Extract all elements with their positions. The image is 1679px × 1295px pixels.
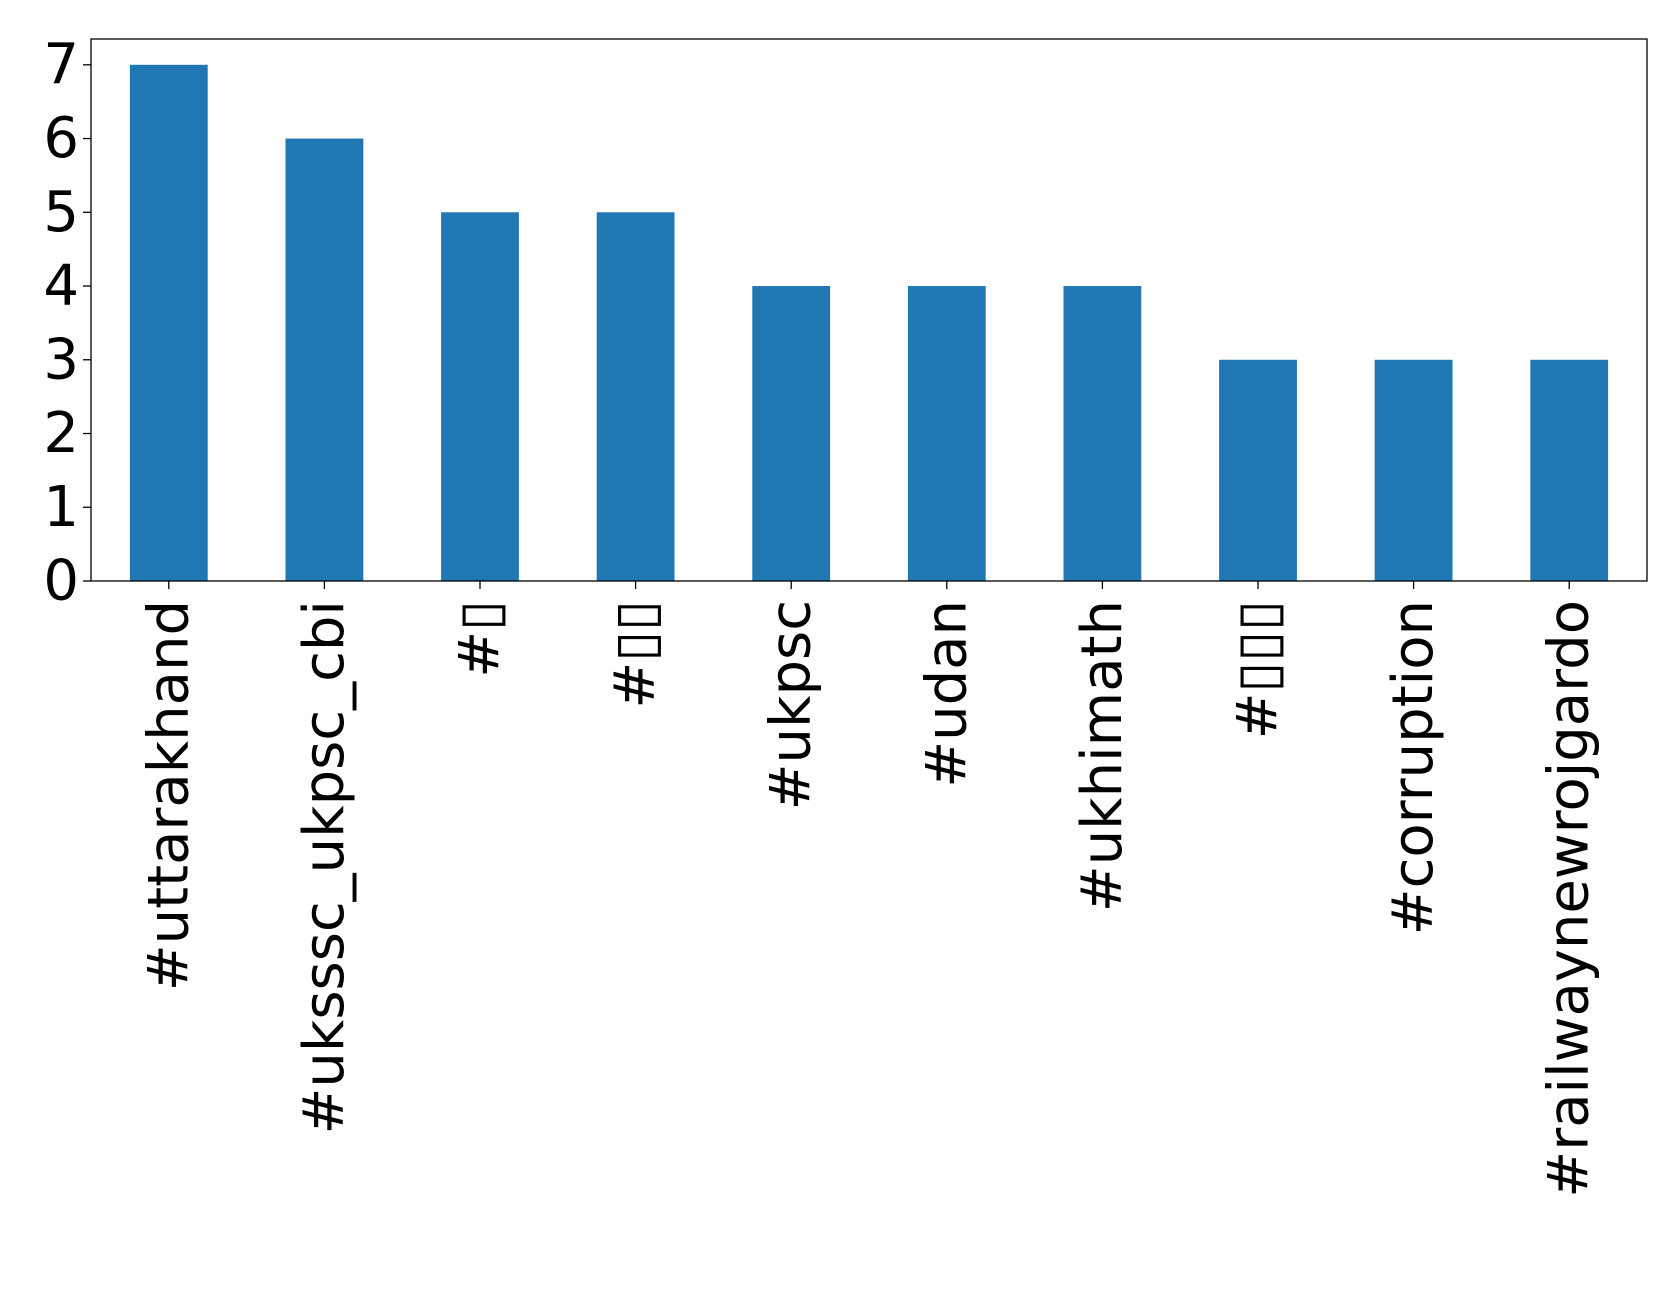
x-tick-label: #corruption [1381,600,1446,935]
bar [285,138,364,581]
x-tick-label: #▯ [448,600,513,678]
x-tick-label: #▯▯ [603,600,668,709]
x-tick-label: #ukhimath [1070,600,1135,912]
bar [1219,359,1297,581]
x-tick-label: #udan [914,600,979,788]
bar [752,286,831,581]
x-tick-label: #ukpsc [759,600,824,810]
x-tick-label: #railwaynewrojgardo [1537,600,1602,1198]
bar [129,64,208,582]
y-tick-label: 2 [43,401,79,466]
y-tick-label: 5 [43,180,79,245]
y-tick-label: 0 [43,549,79,614]
y-tick-label: 3 [43,327,79,392]
bar [1063,286,1142,581]
bar [1530,359,1609,581]
y-tick-label: 4 [43,254,79,319]
x-tick-label: #uksssc_ukpsc_cbi [292,600,357,1135]
x-tick-label: #▯▯▯ [1226,600,1291,739]
y-tick-label: 1 [43,475,79,540]
bar [907,286,986,581]
bar [441,212,519,581]
bar [1374,359,1453,581]
bars-layer [129,64,1609,582]
x-tick-label: #uttarakhand [136,600,201,991]
y-axis: 0 1 2 3 4 5 6 7 [43,32,91,614]
bar [596,212,675,581]
y-tick-label: 6 [43,106,79,171]
x-axis: #uttarakhand #uksssc_ukpsc_cbi #▯ #▯▯ #ukpsc… [136,581,1602,1198]
y-tick-label: 7 [43,32,79,97]
axes-frame [90,38,1648,582]
